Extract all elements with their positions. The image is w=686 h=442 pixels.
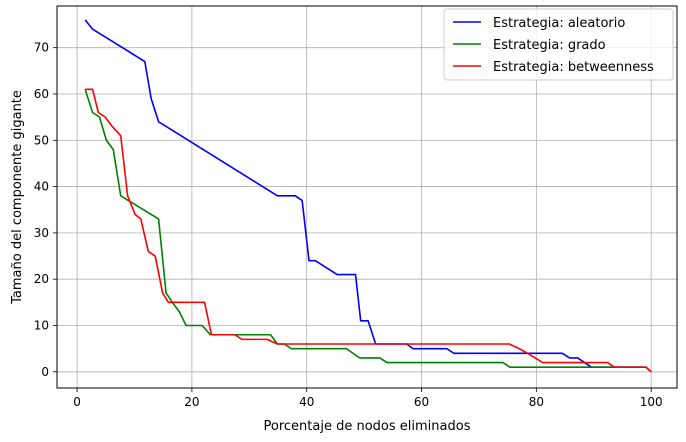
x-tick-label: 100 — [640, 395, 663, 409]
plot-frame — [56, 5, 678, 389]
y-tick-label: 20 — [34, 272, 49, 286]
x-tick-label: 80 — [529, 395, 544, 409]
y-tick-label: 60 — [34, 87, 49, 101]
series-lines — [84, 19, 652, 373]
y-axis-ticks: 0 10 20 30 40 50 60 70 — [34, 41, 57, 379]
x-axis-label: Porcentaje de nodos eliminados — [264, 419, 471, 434]
y-tick-label: 40 — [34, 180, 49, 194]
x-tick-label: 40 — [299, 395, 314, 409]
y-tick-label: 0 — [41, 365, 49, 379]
legend-box — [443, 8, 674, 81]
legend: Estrategia: aleatorio Estrategia: grado Es… — [443, 8, 674, 81]
y-tick-label: 50 — [34, 133, 49, 147]
y-tick-label: 10 — [34, 318, 49, 332]
y-tick-label: 70 — [34, 41, 49, 55]
legend-items: Estrategia: aleatorio Estrategia: grado Es… — [453, 16, 654, 75]
legend-label-1: Estrategia: grado — [493, 38, 606, 53]
x-tick-label: 0 — [73, 395, 81, 409]
x-tick-label: 20 — [184, 395, 199, 409]
series-line-1 — [84, 89, 652, 373]
x-tick-label: 60 — [414, 395, 429, 409]
series-line-2 — [85, 88, 652, 373]
legend-label-0: Estrategia: aleatorio — [493, 16, 625, 31]
y-tick-label: 30 — [34, 226, 49, 240]
legend-label-2: Estrategia: betweenness — [493, 60, 654, 75]
y-axis-label: Tamaño del componente gigante — [10, 90, 25, 305]
x-axis-ticks: 0 20 40 60 80 100 — [73, 388, 663, 409]
